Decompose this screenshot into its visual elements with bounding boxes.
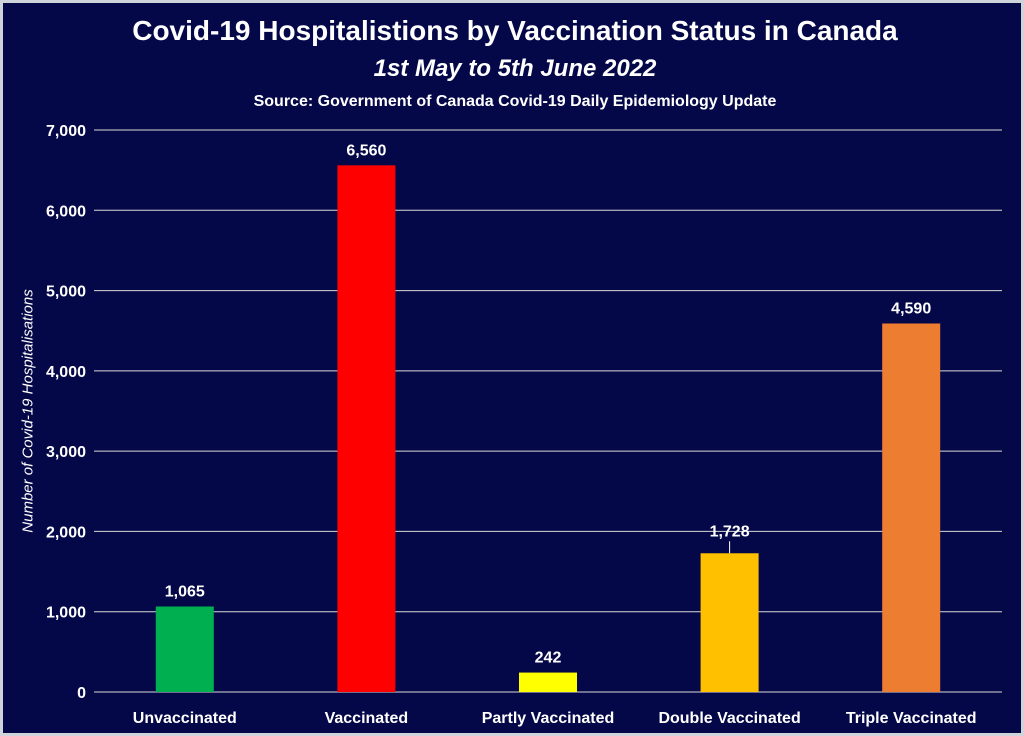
data-label: 242: [535, 650, 562, 667]
bar-triple-vaccinated: [882, 323, 941, 692]
chart-source: Source: Government of Canada Covid-19 Da…: [253, 93, 777, 110]
bar-vaccinated: [337, 165, 396, 693]
y-tick-label: 7,000: [46, 123, 86, 140]
x-tick-label: Vaccinated: [325, 710, 409, 727]
bar-double-vaccinated: [700, 553, 759, 692]
bar-partly-vaccinated: [519, 672, 577, 692]
chart-title: Covid-19 Hospitalistions by Vaccination …: [132, 15, 898, 46]
y-tick-label: 6,000: [46, 203, 86, 220]
y-tick-label: 3,000: [46, 444, 86, 461]
y-tick-label: 1,000: [46, 605, 86, 622]
data-label: 6,560: [346, 142, 386, 159]
x-tick-label: Partly Vaccinated: [482, 710, 615, 727]
x-tick-label: Unvaccinated: [133, 710, 237, 727]
x-tick-label: Triple Vaccinated: [846, 710, 977, 727]
y-tick-label: 4,000: [46, 364, 86, 381]
y-tick-label: 5,000: [46, 284, 86, 301]
x-tick-label: Double Vaccinated: [658, 710, 800, 727]
bar-unvaccinated: [155, 606, 214, 692]
data-label: 4,590: [891, 300, 931, 317]
chart-subtitle: 1st May to 5th June 2022: [373, 55, 657, 82]
data-label: 1,728: [710, 523, 750, 540]
data-label: 1,065: [165, 583, 205, 600]
y-tick-label: 0: [77, 685, 86, 702]
y-tick-label: 2,000: [46, 524, 86, 541]
